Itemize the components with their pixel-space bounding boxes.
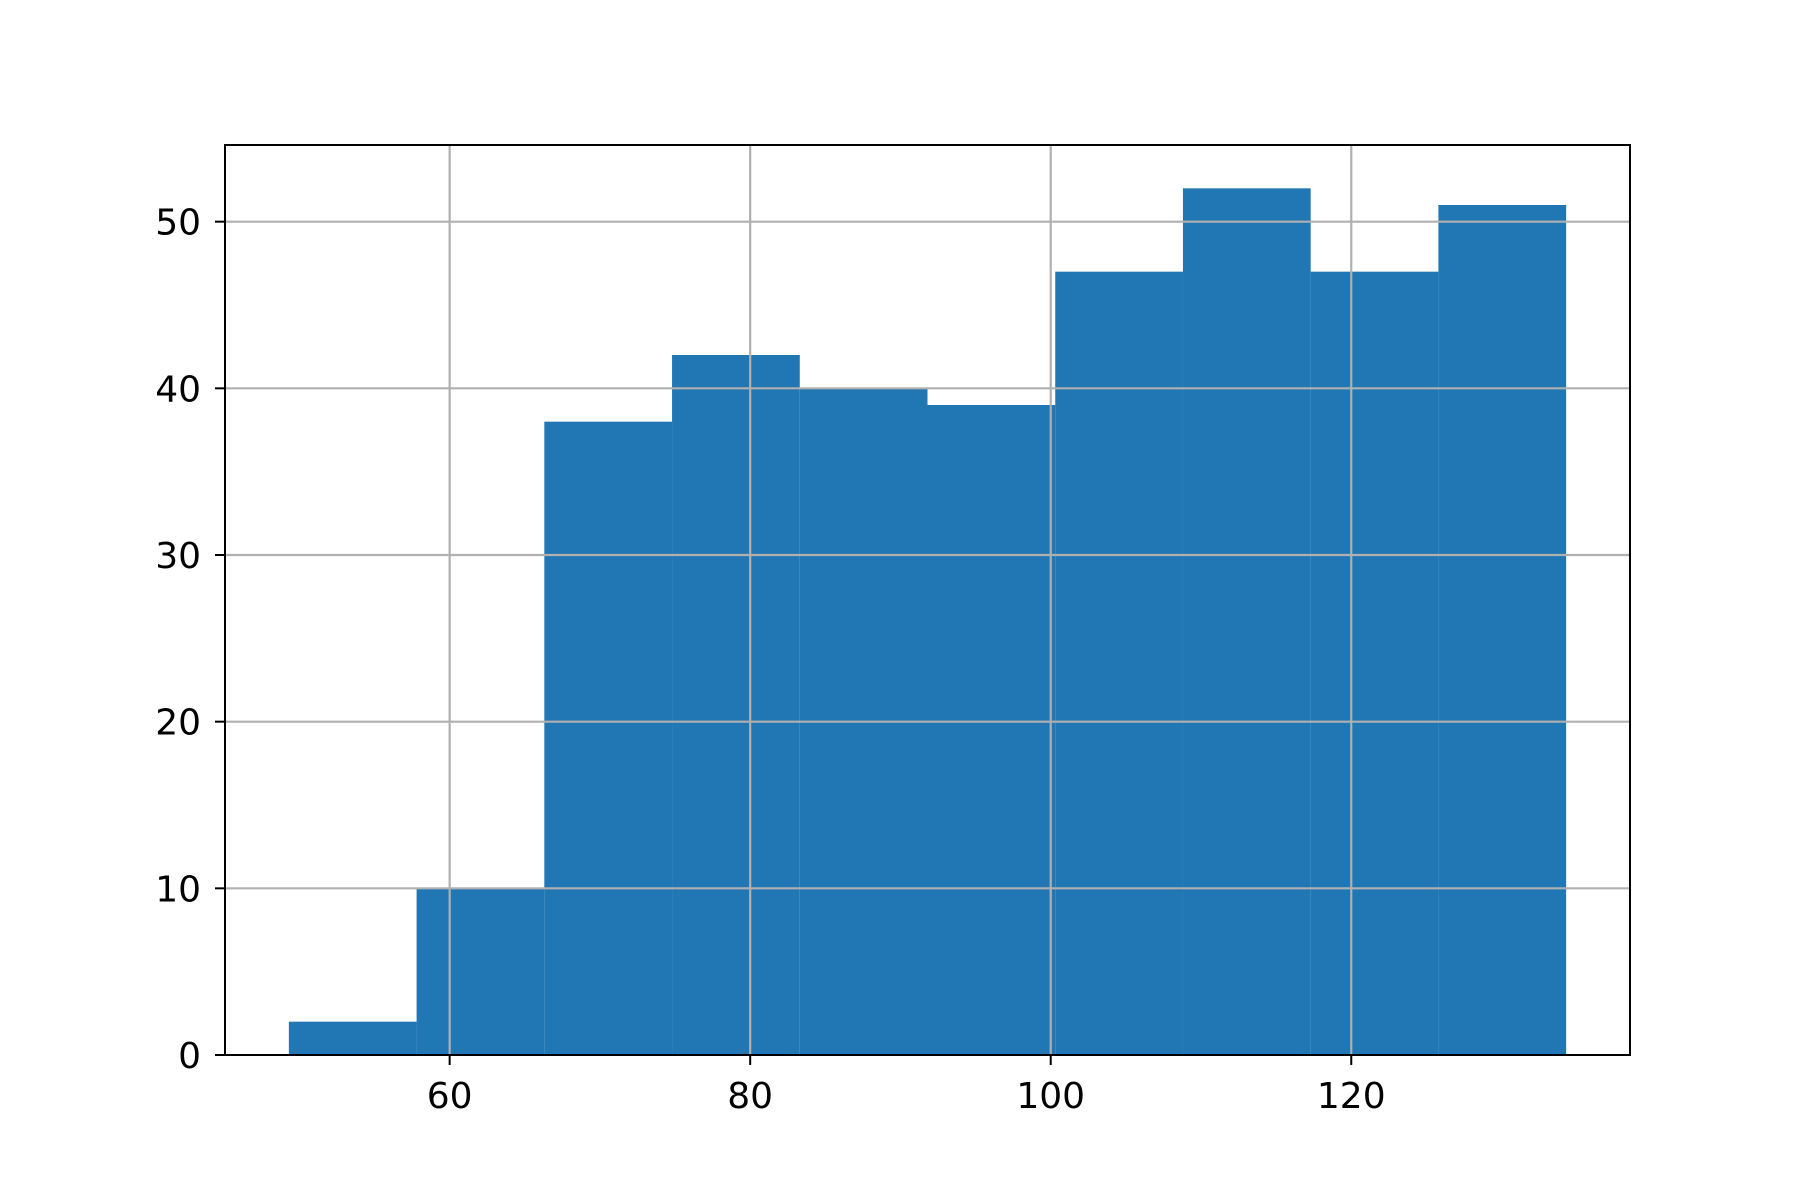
y-tick-label: 10 [155,869,201,910]
grid-group [225,145,1630,1055]
y-tick-label: 0 [178,1036,201,1077]
x-tick-label: 120 [1317,1076,1386,1117]
ticks-group: 60 80 100 120 0 10 20 30 40 50 [155,203,1385,1117]
y-tick-label: 50 [155,203,201,244]
histogram-bar-6 [927,405,1056,1055]
x-tick-label: 60 [427,1076,473,1117]
histogram-bar-10 [1438,205,1567,1055]
histogram-bar-7 [1055,271,1183,1056]
histogram-bar-3 [544,421,673,1056]
axes-frame [224,144,1631,1056]
histogram-bar-8 [1182,188,1311,1056]
y-tick-label: 20 [155,703,201,744]
y-tick-label: 40 [155,369,201,410]
y-tick-label: 30 [155,536,201,577]
histogram-bar-4 [672,355,800,1055]
x-tick-label: 80 [727,1076,773,1117]
histogram-bar-2 [416,888,545,1055]
histogram-bar-9 [1310,271,1439,1056]
histogram-bar-1 [288,1021,417,1055]
x-tick-label: 100 [1016,1076,1085,1117]
